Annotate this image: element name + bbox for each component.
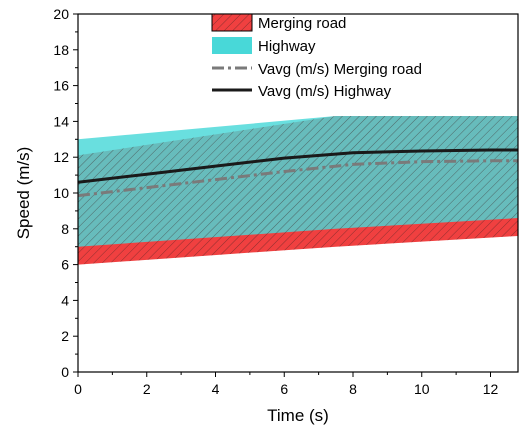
y-axis-title: Speed (m/s) bbox=[14, 147, 33, 240]
series-line-vavg-m-s-merging-road bbox=[78, 159, 518, 198]
x-tick-label: 8 bbox=[349, 381, 357, 397]
x-tick-label: 4 bbox=[212, 381, 220, 397]
y-tick-label: 4 bbox=[61, 292, 69, 308]
legend-label-vavg-highway: Vavg (m/s) Highway bbox=[258, 83, 392, 100]
y-tick-label: 8 bbox=[61, 221, 69, 237]
legend: Merging road Highway Vavg (m/s) Merging … bbox=[211, 13, 422, 100]
legend-label-highway: Highway bbox=[258, 38, 316, 55]
y-tick-label: 0 bbox=[61, 364, 69, 380]
x-tick-label: 10 bbox=[414, 381, 430, 397]
band-hatch-merging-road bbox=[78, 116, 518, 265]
y-tick-label: 2 bbox=[61, 328, 69, 344]
y-tick-label: 16 bbox=[53, 78, 69, 94]
x-ticks: 0 2 4 6 8 10 12 bbox=[74, 372, 498, 397]
y-ticks: 0 2 4 6 8 10 12 14 16 18 20 bbox=[53, 6, 78, 380]
y-tick-label: 6 bbox=[61, 257, 69, 273]
legend-swatch-highway bbox=[212, 37, 252, 54]
lines bbox=[78, 148, 518, 198]
bands bbox=[78, 116, 518, 265]
y-tick-label: 14 bbox=[53, 113, 69, 129]
x-axis-title: Time (s) bbox=[267, 406, 329, 425]
x-tick-label: 2 bbox=[143, 381, 151, 397]
x-tick-label: 0 bbox=[74, 381, 82, 397]
series-line-vavg-m-s-highway bbox=[78, 148, 518, 184]
legend-label-vavg-merging-road: Vavg (m/s) Merging road bbox=[258, 61, 422, 78]
y-tick-label: 12 bbox=[53, 149, 69, 165]
x-tick-label: 6 bbox=[280, 381, 288, 397]
y-tick-label: 20 bbox=[53, 6, 69, 22]
legend-swatch-merging-road-hatch bbox=[211, 13, 253, 32]
y-tick-label: 10 bbox=[53, 185, 69, 201]
y-tick-label: 18 bbox=[53, 42, 69, 58]
x-tick-label: 12 bbox=[483, 381, 499, 397]
legend-label-merging-road: Merging road bbox=[258, 15, 346, 32]
